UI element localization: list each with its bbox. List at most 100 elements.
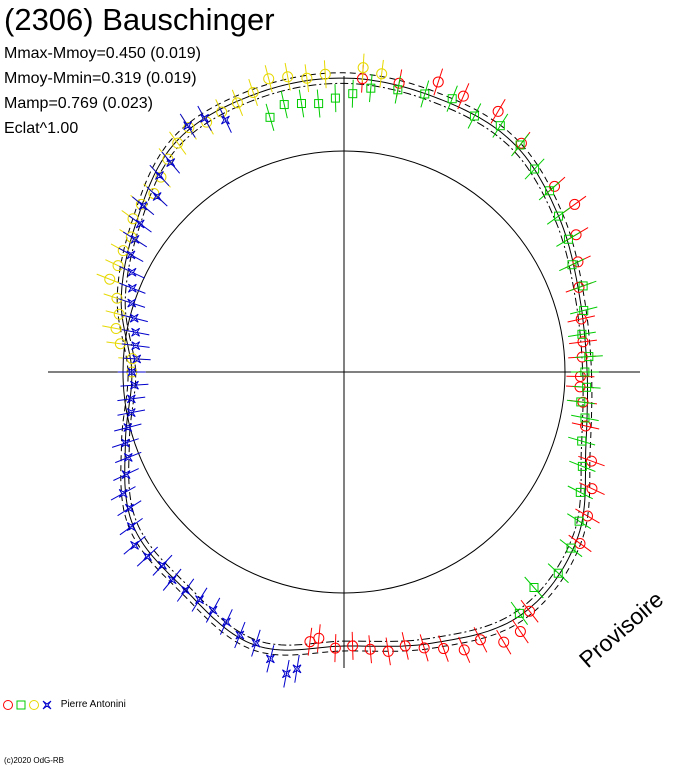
red-data-point (457, 83, 470, 110)
red-data-point (571, 420, 600, 432)
green-data-point (570, 305, 598, 315)
blue-data-point (122, 354, 151, 364)
yellow-data-point (301, 64, 313, 93)
blue-data-point (128, 215, 152, 233)
chart-title: (2306) Bauschinger (4, 2, 275, 37)
blue-data-point (197, 105, 212, 131)
green-data-point (559, 539, 583, 558)
red-data-point (490, 99, 506, 124)
blue-data-point (152, 554, 173, 576)
blue-data-point (292, 654, 302, 683)
green-data-point (568, 329, 596, 339)
green-data-point (567, 513, 592, 530)
blue-data-point (251, 629, 261, 657)
green-data-point (566, 397, 595, 407)
red-data-point (347, 631, 359, 660)
red-data-point (329, 634, 341, 663)
red-data-point (399, 632, 411, 660)
blue-data-point (282, 659, 291, 688)
blue-data-point (121, 327, 150, 337)
red-data-point (575, 508, 600, 524)
blue-data-point (161, 151, 181, 174)
blue-data-point (121, 341, 150, 351)
green-data-point (279, 90, 289, 119)
yellow-data-point (319, 60, 331, 89)
blue-data-point (111, 438, 139, 448)
red-data-point (313, 624, 325, 653)
green-data-point (538, 181, 561, 201)
legend: Pierre Antonini (2, 697, 126, 713)
green-data-point (524, 576, 544, 599)
yellow-data-point (102, 323, 130, 335)
green-data-point (556, 231, 581, 247)
blue-data-point (117, 367, 146, 377)
red-data-point (496, 629, 512, 655)
stat-mamp: Mamp=0.769 (0.023) (4, 95, 153, 112)
red-data-point (432, 68, 444, 96)
fit-curves (116, 72, 593, 656)
blue-data-point (149, 164, 170, 187)
stat-mmoy-mmin: Mmoy-Mmin=0.319 (0.019) (4, 70, 197, 87)
yellow-data-point (282, 62, 294, 91)
yellow-data-point (96, 273, 123, 285)
green-data-point (547, 563, 569, 584)
stat-eclat: Eclat^1.00 (4, 120, 79, 137)
legend-green-square-icon (16, 700, 26, 710)
blue-data-point (115, 451, 142, 464)
red-data-point (438, 635, 450, 662)
green-data-point (296, 89, 306, 118)
red-data-point (512, 619, 529, 644)
green-data-point (559, 258, 585, 272)
yellow-data-point (263, 65, 275, 93)
blue-data-point (205, 597, 221, 623)
red-data-point (569, 336, 597, 348)
blue-data-point (179, 113, 196, 138)
blue-data-point (119, 517, 143, 536)
green-data-point (524, 158, 545, 180)
green-data-point (570, 367, 599, 377)
yellow-data-point (169, 131, 187, 155)
yellow-data-point (105, 308, 133, 320)
blue-data-point (146, 186, 168, 207)
data-points (96, 53, 605, 688)
blue-data-point (119, 282, 146, 294)
blue-data-point (176, 578, 195, 602)
fit-upper-curve (116, 72, 593, 656)
green-data-point (510, 601, 529, 625)
yellow-data-point (357, 53, 369, 82)
blue-data-point (122, 231, 148, 248)
green-data-point (574, 352, 603, 362)
red-data-point (578, 455, 605, 467)
blue-data-point (113, 468, 139, 481)
green-data-point (511, 133, 530, 157)
green-data-point (546, 207, 571, 225)
copyright: (c)2020 OdG-RB (4, 756, 65, 765)
legend-blue-star-icon (42, 700, 52, 710)
red-data-point (418, 634, 430, 662)
red-data-point (364, 635, 376, 664)
blue-data-point (219, 609, 233, 635)
yellow-data-point (231, 89, 244, 116)
fit-curve (120, 77, 588, 651)
legend-observer: Pierre Antonini (60, 699, 126, 710)
green-data-point (348, 79, 358, 108)
green-data-point (265, 103, 275, 131)
blue-data-point (119, 265, 145, 279)
red-data-point (458, 636, 471, 663)
green-data-point (330, 84, 340, 113)
blue-data-point (219, 107, 232, 133)
legend-markers (3, 700, 52, 710)
blue-data-point (162, 568, 182, 591)
blue-data-point (114, 423, 142, 432)
stat-mmax-mmoy: Mmax-Mmoy=0.450 (0.019) (4, 45, 201, 62)
blue-data-point (118, 247, 144, 263)
blue-data-point (191, 587, 208, 612)
green-data-point (567, 485, 594, 500)
blue-data-point (234, 621, 246, 649)
green-data-point (569, 280, 597, 292)
green-data-point (571, 413, 599, 423)
green-data-point (572, 382, 601, 392)
red-data-point (304, 627, 316, 656)
green-data-point (393, 75, 403, 104)
